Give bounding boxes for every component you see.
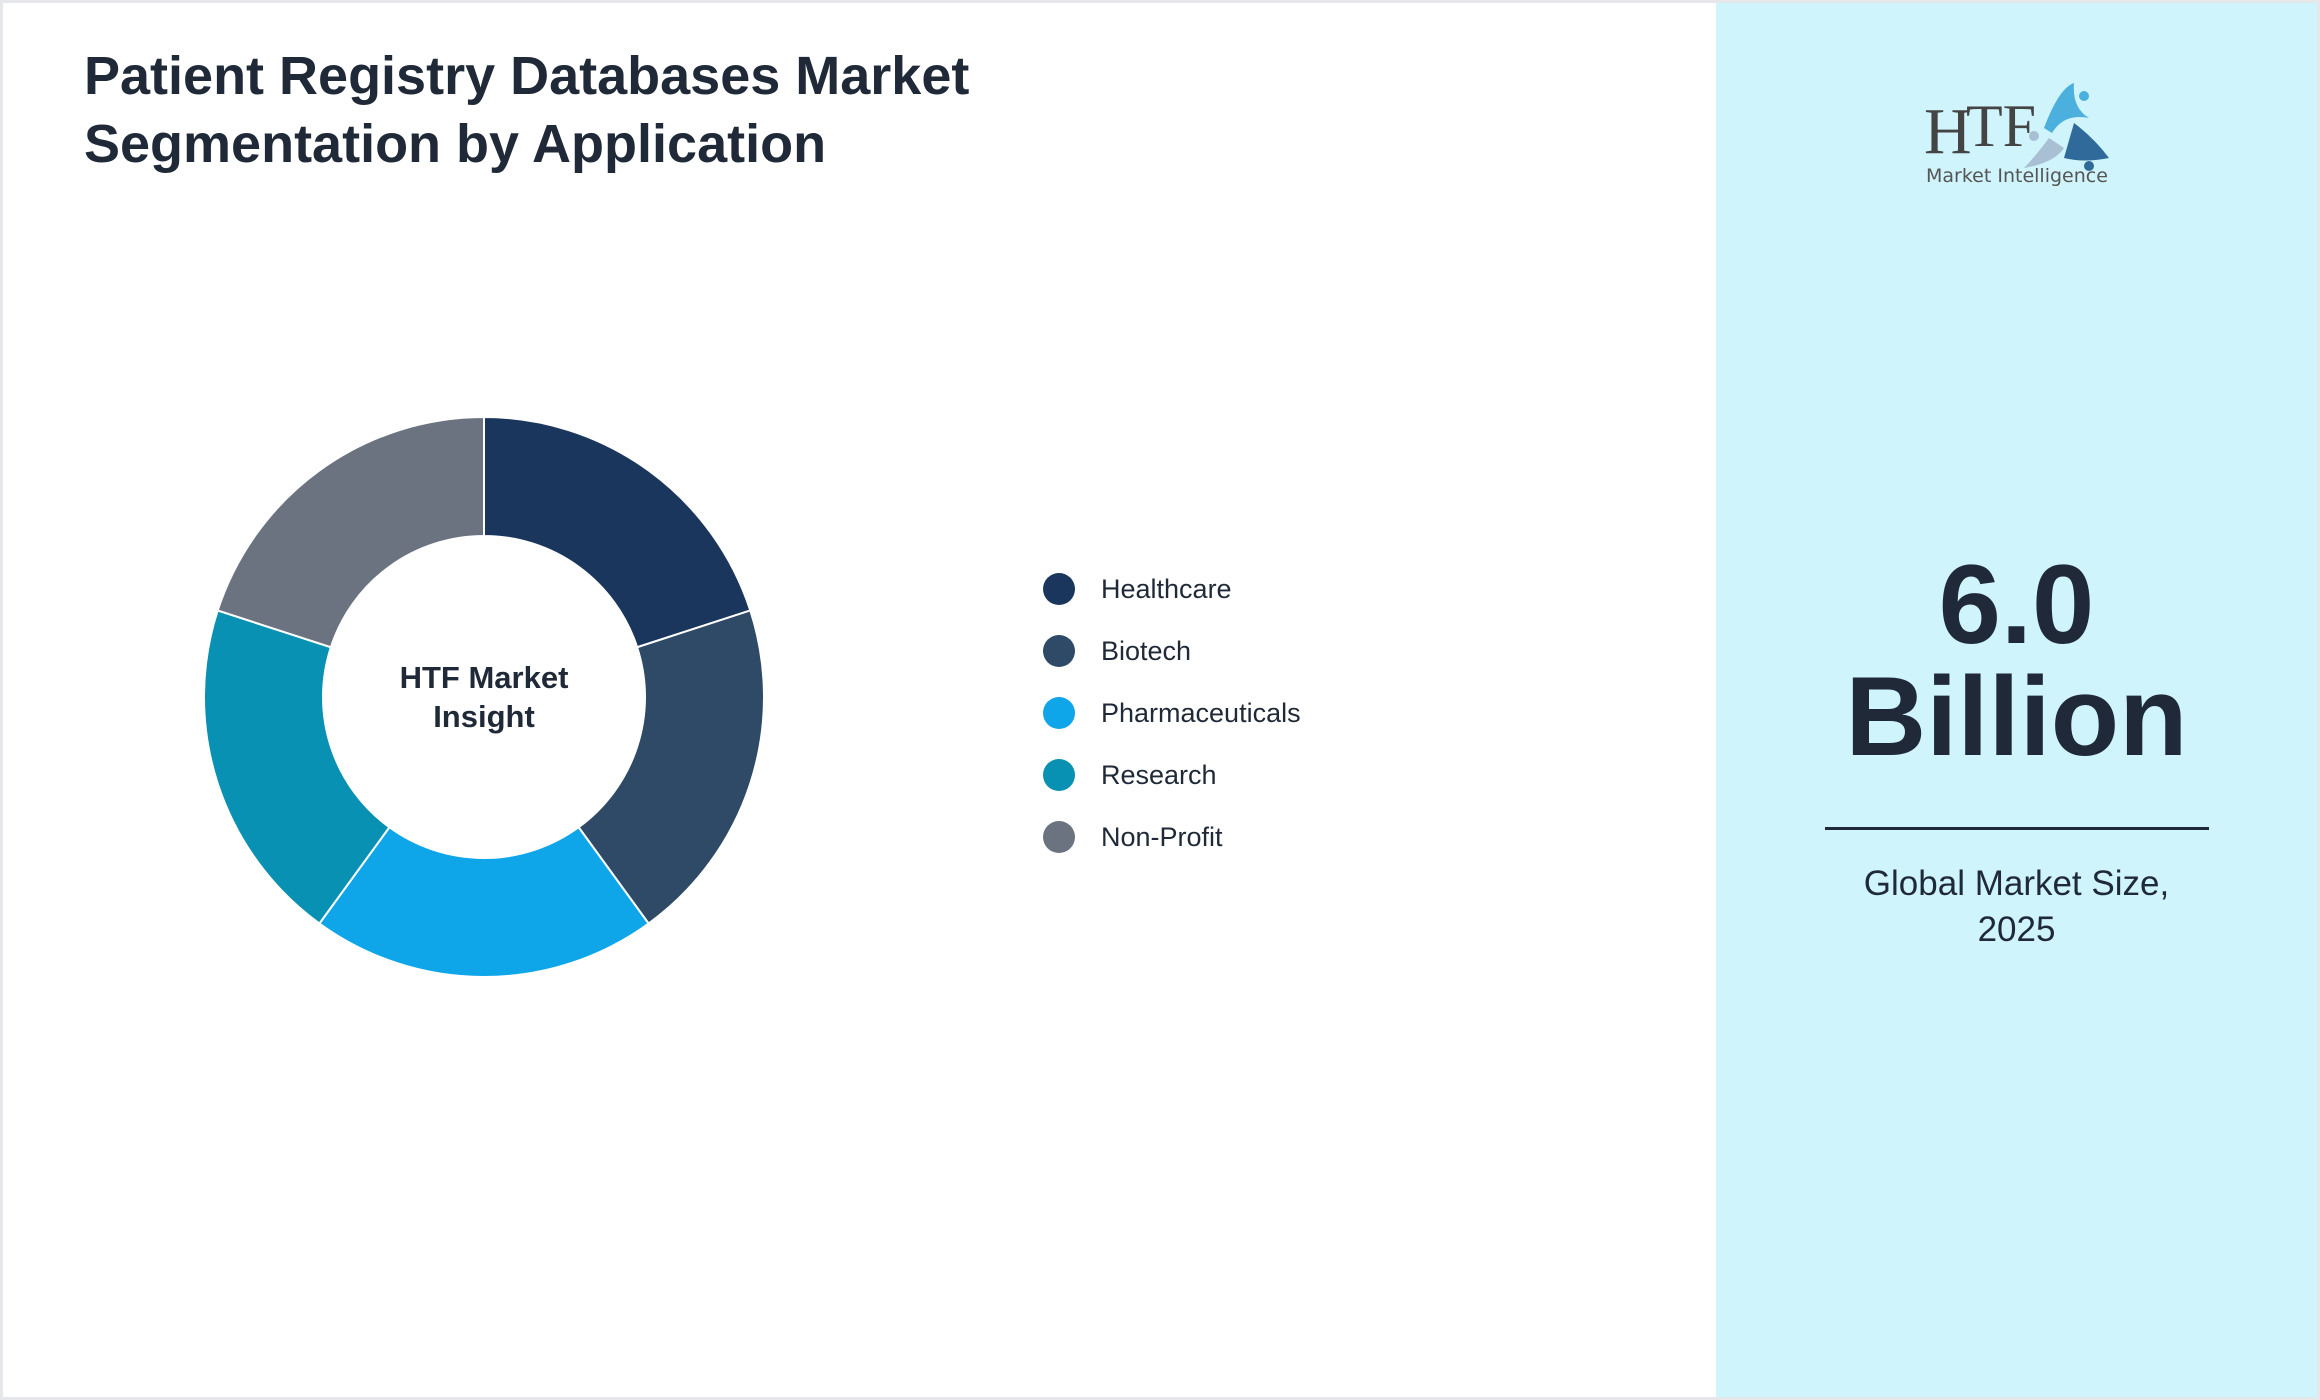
slice-healthcare — [483, 415, 752, 649]
legend-swatch — [1043, 635, 1075, 667]
svg-text:TF: TF — [1966, 93, 2036, 159]
chart-title: Patient Registry Databases Market Segmen… — [84, 46, 970, 174]
legend-swatch — [1043, 821, 1075, 853]
legend-swatch — [1043, 697, 1075, 729]
legend-label: Pharmaceuticals — [1101, 697, 1301, 728]
legend-item: Research — [1043, 744, 1301, 806]
slice-non-profit — [216, 415, 485, 649]
legend-label: Research — [1101, 759, 1217, 790]
legend: Healthcare Biotech Pharmaceuticals Research… — [1043, 558, 1301, 868]
center-label-line2: Insight — [433, 699, 535, 734]
donut-chart: HTF Market Insight — [203, 415, 765, 979]
legend-label: Biotech — [1101, 635, 1192, 666]
legend-item: Pharmaceuticals — [1043, 682, 1301, 744]
legend-swatch — [1043, 573, 1075, 605]
htf-logo: H TF Market Intelligence — [1924, 83, 2109, 187]
legend-item: Biotech — [1043, 620, 1301, 682]
market-size-panel: H TF Market Intelligence 6.0 Billion Glo… — [1716, 3, 2317, 1397]
legend-label: Healthcare — [1101, 573, 1232, 604]
market-caption: Global Market Size, 2025 — [1716, 861, 2317, 953]
divider — [1825, 827, 2209, 830]
market-value: 6.0 — [1938, 542, 2095, 667]
slice-biotech — [577, 609, 765, 925]
legend-label: Non-Profit — [1101, 821, 1223, 852]
slice-pharmaceuticals — [318, 825, 650, 979]
svg-text:H: H — [1924, 95, 1972, 168]
caption-line1: Global Market Size, — [1863, 864, 2170, 903]
logo-subtext: Market Intelligence — [1926, 165, 2108, 187]
legend-item: Non-Profit — [1043, 806, 1301, 868]
center-label-line1: HTF Market — [400, 660, 569, 695]
legend-swatch — [1043, 759, 1075, 791]
market-unit: Billion — [1845, 654, 2188, 779]
legend-item: Healthcare — [1043, 558, 1301, 620]
slice-research — [203, 609, 391, 925]
caption-line2: 2025 — [1977, 910, 2056, 949]
